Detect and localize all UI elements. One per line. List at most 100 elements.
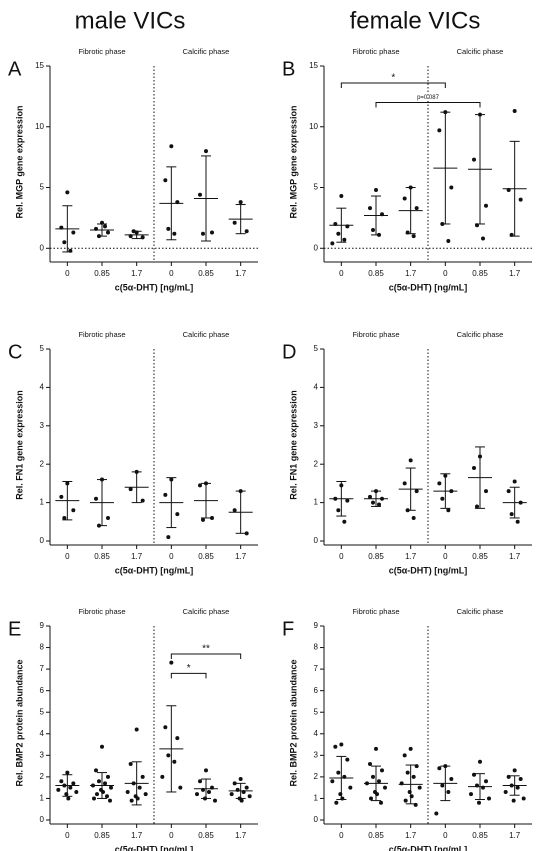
phase-label: Calcific phase bbox=[183, 330, 230, 339]
data-point bbox=[204, 768, 208, 773]
data-point bbox=[371, 774, 375, 779]
y-tick-label: 2 bbox=[314, 459, 319, 468]
y-tick-label: 3 bbox=[40, 421, 45, 430]
data-point bbox=[368, 206, 372, 211]
y-tick-label: 5 bbox=[314, 183, 319, 192]
x-tick-label: 0.85 bbox=[472, 831, 488, 840]
phase-label: Fibrotic phase bbox=[352, 607, 399, 616]
panel-label: E bbox=[8, 618, 21, 640]
data-point bbox=[403, 798, 408, 803]
phase-label: Fibrotic phase bbox=[352, 330, 399, 339]
panel-label: D bbox=[282, 341, 296, 363]
data-point bbox=[175, 512, 180, 517]
data-point bbox=[178, 785, 183, 790]
phase-label: Calcific phase bbox=[457, 330, 504, 339]
x-tick-label: 1.7 bbox=[405, 552, 417, 561]
data-point bbox=[201, 231, 205, 236]
x-tick-label: 0.85 bbox=[198, 831, 214, 840]
data-point bbox=[484, 489, 488, 494]
data-point bbox=[198, 779, 202, 784]
x-tick-label: 0.85 bbox=[94, 552, 110, 561]
data-point bbox=[100, 744, 104, 749]
data-point bbox=[518, 197, 523, 202]
data-point bbox=[140, 774, 145, 779]
y-tick-label: 3 bbox=[40, 750, 45, 759]
data-point bbox=[238, 777, 243, 782]
y-tick-label: 0 bbox=[40, 815, 45, 824]
data-point bbox=[446, 508, 451, 513]
y-tick-label: 8 bbox=[314, 643, 319, 652]
x-tick-label: 1.7 bbox=[131, 552, 143, 561]
y-tick-label: 2 bbox=[40, 459, 45, 468]
phase-label: Calcific phase bbox=[183, 607, 230, 616]
x-tick-label: 1.7 bbox=[235, 269, 247, 278]
x-tick-label: 1.7 bbox=[509, 831, 521, 840]
y-tick-label: 7 bbox=[40, 664, 45, 673]
data-point bbox=[339, 194, 344, 199]
data-point bbox=[446, 789, 451, 794]
data-point bbox=[437, 128, 442, 133]
data-point bbox=[137, 785, 142, 790]
x-tick-label: 0.85 bbox=[198, 269, 214, 278]
data-point bbox=[244, 785, 249, 790]
phase-label: Calcific phase bbox=[183, 47, 230, 56]
data-point bbox=[103, 781, 107, 786]
data-point bbox=[92, 796, 96, 801]
data-point bbox=[374, 187, 378, 192]
x-tick-label: 0 bbox=[169, 831, 174, 840]
data-point bbox=[333, 744, 338, 749]
data-point bbox=[169, 144, 174, 149]
data-point bbox=[437, 766, 442, 771]
data-point bbox=[374, 746, 378, 751]
data-point bbox=[244, 531, 249, 536]
data-point bbox=[204, 149, 208, 154]
y-tick-label: 4 bbox=[40, 383, 45, 392]
y-tick-label: 2 bbox=[314, 772, 319, 781]
data-point bbox=[348, 785, 353, 790]
data-point bbox=[518, 777, 523, 782]
phase-label: Fibrotic phase bbox=[78, 607, 125, 616]
x-axis-label: c(5α-DHT) [ng/mL] bbox=[389, 844, 468, 851]
data-point bbox=[163, 492, 168, 497]
x-tick-label: 0 bbox=[65, 269, 70, 278]
y-tick-label: 8 bbox=[40, 643, 45, 652]
x-tick-label: 1.7 bbox=[235, 831, 247, 840]
data-point bbox=[487, 796, 491, 801]
data-point bbox=[449, 185, 454, 190]
data-point bbox=[232, 508, 237, 513]
data-point bbox=[172, 759, 177, 764]
data-point bbox=[166, 226, 171, 231]
y-tick-label: 15 bbox=[35, 61, 44, 70]
significance-bracket bbox=[340, 82, 446, 89]
data-point bbox=[408, 746, 413, 751]
x-tick-label: 0 bbox=[443, 269, 448, 278]
data-point bbox=[62, 240, 67, 245]
data-point bbox=[143, 792, 148, 797]
data-point bbox=[128, 761, 133, 766]
significance-bracket bbox=[170, 672, 207, 679]
y-tick-label: 15 bbox=[309, 61, 318, 70]
y-tick-label: 0 bbox=[314, 536, 319, 545]
data-point bbox=[330, 241, 335, 246]
significance-bracket bbox=[170, 653, 242, 660]
phase-label: Fibrotic phase bbox=[352, 47, 399, 56]
phase-label: Calcific phase bbox=[457, 47, 504, 56]
y-tick-label: 3 bbox=[314, 750, 319, 759]
heading: male VICs bbox=[75, 7, 186, 34]
significance-label: p=0.087 bbox=[417, 95, 440, 101]
data-point bbox=[109, 785, 113, 790]
data-point bbox=[481, 236, 485, 241]
x-tick-label: 0.85 bbox=[94, 831, 110, 840]
data-point bbox=[213, 798, 217, 803]
data-point bbox=[229, 792, 234, 797]
data-point bbox=[71, 508, 76, 513]
x-tick-label: 0 bbox=[169, 269, 174, 278]
data-point bbox=[175, 736, 180, 741]
data-point bbox=[484, 779, 488, 784]
panel-label: F bbox=[282, 618, 294, 640]
x-tick-label: 1.7 bbox=[131, 269, 143, 278]
data-point bbox=[239, 798, 244, 803]
x-tick-label: 1.7 bbox=[405, 831, 417, 840]
y-axis-label: Rel. BMP2 protein abundance bbox=[14, 659, 24, 786]
data-point bbox=[201, 517, 205, 522]
